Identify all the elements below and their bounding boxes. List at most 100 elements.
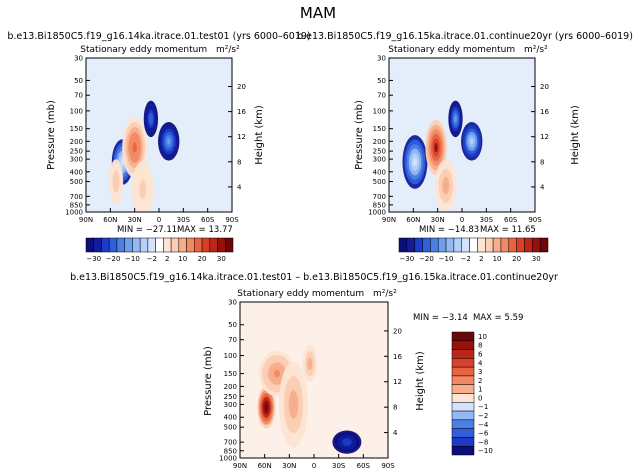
x-tick-label: 90N	[382, 216, 396, 224]
colorbar-tick-label: 2	[478, 377, 482, 385]
y-tick-label: 30	[228, 299, 237, 307]
colorbar-swatch	[194, 237, 203, 253]
y-tick-label: 100	[224, 352, 237, 360]
colorbar-swatch	[178, 237, 187, 253]
x-tick-label: 0	[460, 216, 464, 224]
colorbar-swatch	[132, 237, 141, 253]
y-tick-label: 50	[377, 77, 386, 85]
panel-1: b.e13.Bi1850C5.f19_g16.14ka.itrace.01.te…	[7, 31, 310, 263]
y-tick-label: 500	[373, 178, 386, 186]
y-tick-label: 250	[70, 148, 83, 156]
colorbar-tick-label: 20	[512, 255, 521, 263]
contour-blob-0-level-5	[264, 403, 268, 411]
colorbar-swatch	[437, 237, 447, 253]
colorbar-tick-label: 30	[217, 255, 226, 263]
contour-blob-1-level-5	[132, 142, 137, 153]
panel-2-ylabel: Pressure (mb)	[354, 100, 365, 170]
y-tick-label: 50	[228, 321, 237, 329]
y-tick-label: 150	[70, 125, 83, 133]
y2-tick-label: 16	[540, 108, 549, 116]
colorbar-tick-label: −10	[125, 255, 140, 263]
y-tick-label: 1000	[219, 455, 237, 463]
contour-blob-2-level-5	[469, 138, 474, 145]
colorbar-tick-label: −1	[478, 403, 488, 411]
contour-blob-5-level-5	[140, 184, 145, 195]
y2-tick-label: 4	[237, 183, 242, 191]
x-tick-label: 0	[312, 462, 316, 470]
colorbar-swatch	[414, 237, 423, 253]
panel-2-plot: 90N 60N 30N 0 30S 60S 90S 30 50 70 100 150 200 250300…	[368, 55, 549, 225]
colorbar-swatch	[406, 237, 415, 253]
colorbar-swatch	[451, 358, 475, 368]
colorbar-swatch	[147, 237, 156, 253]
colorbar-swatch	[116, 237, 125, 253]
colorbar-swatch	[451, 366, 475, 377]
colorbar-swatch	[451, 419, 475, 429]
colorbar-swatch	[445, 237, 455, 253]
x-tick-label: 60N	[103, 216, 117, 224]
colorbar-swatch	[422, 237, 431, 253]
colorbar-swatch	[451, 340, 475, 350]
colorbar-swatch	[170, 237, 180, 253]
colorbar-swatch	[201, 237, 211, 253]
colorbar-tick-label: −2	[478, 412, 488, 420]
x-tick-label: 30S	[177, 216, 191, 224]
panel-2: b.e13.Bi1850C5.f19_g16.15ka.itrace.01.co…	[297, 31, 633, 263]
colorbar-swatch	[108, 237, 118, 253]
y-tick-label: 400	[373, 168, 386, 176]
y-tick-label: 250	[373, 148, 386, 156]
panel-1-title: Stationary eddy momentum m²/s²	[80, 45, 240, 55]
y-tick-label: 100	[373, 107, 386, 115]
y-tick-label: 150	[373, 125, 386, 133]
colorbar-swatch	[500, 237, 510, 253]
y-tick-label: 70	[74, 92, 83, 100]
panel-3-title: Stationary eddy momentum m²/s²	[237, 289, 397, 299]
colorbar-tick-label: −6	[478, 430, 489, 438]
colorbar-tick-label: 10	[478, 333, 487, 341]
panel-3-ylabel: Pressure (mb)	[203, 346, 214, 416]
y-tick-label: 500	[224, 424, 237, 432]
colorbar-swatch	[461, 237, 470, 253]
colorbar-swatch	[398, 237, 408, 253]
panel-1-run-title: b.e13.Bi1850C5.f19_g16.14ka.itrace.01.te…	[7, 31, 310, 42]
x-tick-label: 30S	[480, 216, 494, 224]
colorbar-swatch	[186, 237, 195, 253]
panel-1-max-label: MAX = 13.77	[177, 225, 233, 235]
colorbar-tick-label: −30	[399, 255, 414, 263]
y2-tick-label: 8	[393, 404, 397, 412]
y-tick-label: 200	[224, 383, 237, 391]
x-tick-label: 30N	[282, 462, 296, 470]
x-tick-label: 60S	[357, 462, 371, 470]
panel-2-title: Stationary eddy momentum m²/s²	[388, 45, 548, 55]
colorbar-tick-label: 8	[478, 342, 482, 350]
x-tick-label: 30N	[431, 216, 445, 224]
colorbar-tick-label: 3	[478, 368, 482, 376]
y-tick-label: 1000	[65, 209, 83, 217]
x-tick-label: 90S	[381, 462, 395, 470]
contour-blob-4-level-5	[344, 440, 350, 445]
x-tick-label: 90S	[225, 216, 239, 224]
y-tick-label: 100	[70, 107, 83, 115]
panel-1-title-text: Stationary eddy momentum	[80, 45, 207, 55]
x-tick-label: 60N	[406, 216, 420, 224]
y2-tick-label: 12	[393, 378, 402, 386]
colorbar-swatch	[451, 402, 475, 412]
colorbar-swatch	[451, 384, 475, 394]
contour-blob-2-level-5	[166, 138, 171, 145]
y-tick-label: 500	[70, 178, 83, 186]
x-tick-label: 30S	[332, 462, 346, 470]
panel-3-units: m²/s²	[373, 289, 397, 299]
panel-2-min-label: MIN = −14.83	[419, 225, 479, 235]
panel-2-run-title: b.e13.Bi1850C5.f19_g16.15ka.itrace.01.co…	[297, 31, 633, 42]
panel-1-ylabel: Pressure (mb)	[46, 100, 57, 170]
colorbar-swatch	[524, 237, 533, 253]
contour-blob-3-level-5	[149, 115, 153, 122]
colorbar-tick-label: 6	[478, 350, 483, 358]
y2-tick-label: 4	[540, 183, 545, 191]
contour-blob-4-level-5	[443, 181, 448, 191]
colorbar-tick-label: −20	[106, 255, 121, 263]
panel-2-colorbar: −30 −20 −10 −2 2 10 20 30	[398, 237, 549, 263]
colorbar-tick-label: 10	[178, 255, 187, 263]
colorbar-tick-label: −30	[86, 255, 101, 263]
colorbar-tick-label: 30	[532, 255, 541, 263]
